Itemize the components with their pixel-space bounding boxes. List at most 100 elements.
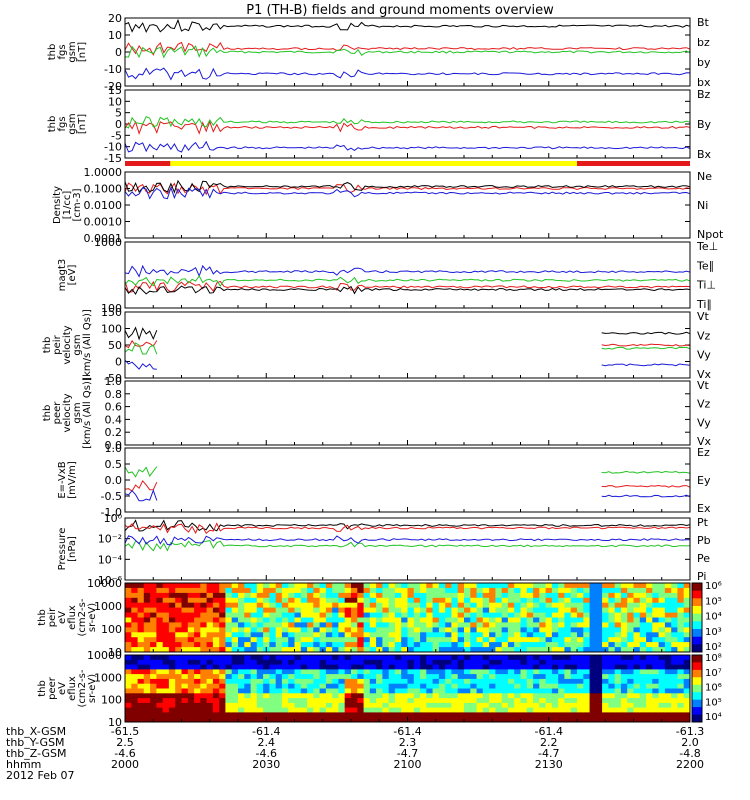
heatmap-cell [501, 669, 509, 675]
heatmap-cell [501, 602, 509, 609]
heatmap-cell [206, 583, 214, 589]
heatmap-cell [131, 669, 139, 675]
heatmap-cell [263, 607, 270, 613]
heatmap-cell [394, 693, 402, 699]
heatmap-cell [633, 627, 641, 633]
heatmap-cell [325, 632, 333, 638]
heatmap-cell [307, 698, 314, 704]
heatmap-cell [388, 587, 396, 594]
y-axis-label-line: eV [57, 611, 68, 624]
heatmap-cell [476, 587, 484, 594]
heatmap-cell [426, 602, 434, 609]
heatmap-cell [200, 659, 208, 666]
heatmap-cell [325, 678, 333, 685]
heatmap-cell [351, 702, 358, 709]
heatmap-cell [595, 707, 603, 713]
heatmap-cell [664, 698, 672, 704]
y-tick-label: 0.0 [105, 474, 123, 487]
y-axis-label-line: [nT] [77, 114, 88, 134]
heatmap-cell [551, 659, 559, 666]
y-axis-label-line: gsm [72, 334, 83, 355]
heatmap-cell [357, 693, 365, 699]
heatmap-cell [577, 707, 584, 713]
heatmap-cell [300, 583, 308, 589]
heatmap-cell [313, 678, 321, 685]
panel-p5: thbpeirvelocitygsm[km/s (All Qs)] 1501005… [42, 306, 712, 385]
heatmap-cell [564, 693, 572, 699]
heatmap-cell [608, 678, 616, 685]
heatmap-cell [275, 678, 283, 685]
heatmap-cell [646, 632, 653, 638]
legend-By: By [697, 118, 712, 131]
heatmap-cell [363, 698, 371, 704]
heatmap-cell [313, 698, 321, 704]
heatmap-cell [489, 617, 496, 623]
heatmap-cell [288, 659, 295, 666]
heatmap-cell [507, 669, 515, 675]
series-Ez-line [124, 480, 158, 492]
heatmap-cell [533, 655, 540, 661]
heatmap-cell [288, 712, 295, 718]
series-Ex-line [124, 489, 158, 502]
heatmap-cell [577, 632, 584, 638]
heatmap-cell [269, 712, 277, 718]
heatmap-cell [482, 688, 490, 694]
y-axis-label-line: Density [52, 186, 63, 224]
heatmap-cell [206, 669, 214, 675]
heatmap-cell [150, 602, 157, 609]
heatmap-cell [369, 655, 377, 661]
heatmap-cell [595, 627, 603, 633]
heatmap-cell [658, 622, 666, 628]
heatmap-cell [225, 602, 233, 609]
heatmap-cell [351, 664, 358, 670]
heatmap-cell [614, 597, 622, 604]
heatmap-cell [269, 642, 277, 648]
heatmap-cell [369, 702, 377, 709]
heatmap-cell [181, 642, 189, 648]
heatmap-cell [614, 659, 622, 666]
heatmap-cell [376, 597, 383, 604]
heatmap-cell [168, 597, 176, 604]
heatmap-cell [288, 627, 295, 633]
heatmap-cell [219, 612, 226, 618]
y-axis-label-line: gsm [72, 402, 83, 423]
heatmap-cell [507, 602, 515, 609]
heatmap-cell [281, 674, 289, 680]
heatmap-cell [652, 659, 660, 666]
heatmap-cell [514, 664, 521, 670]
heatmap-cell [357, 592, 365, 599]
heatmap-cell [338, 659, 346, 666]
heatmap-cell [683, 627, 691, 633]
heatmap-cell [125, 678, 132, 685]
heatmap-cell [388, 642, 396, 648]
heatmap-cell [187, 693, 195, 699]
heatmap-cell [357, 712, 365, 718]
heatmap-cell [219, 717, 226, 723]
heatmap-cell [200, 612, 208, 618]
heatmap-cell [633, 647, 641, 653]
heatmap-cell [181, 707, 189, 713]
series-Vx-line [124, 359, 157, 370]
heatmap-cell [256, 587, 264, 594]
heatmap-cell [351, 655, 358, 661]
heatmap-cell [231, 587, 239, 594]
heatmap-cell [244, 693, 252, 699]
heatmap-cell [357, 617, 365, 623]
heatmap-cell [256, 607, 264, 613]
heatmap-cell [652, 669, 660, 675]
heatmap-cell [457, 587, 465, 594]
heatmap-cell [162, 627, 170, 633]
heatmap-cell [470, 693, 478, 699]
heatmap-cell [551, 698, 559, 704]
heatmap-cell [181, 632, 189, 638]
heatmap-cell [175, 583, 182, 589]
heatmap-cell [313, 583, 321, 589]
heatmap-cell [219, 642, 226, 648]
heatmap-cell [426, 612, 434, 618]
heatmap-cell [256, 664, 264, 670]
heatmap-cell [501, 678, 509, 685]
heatmap-cell [677, 617, 685, 623]
heatmap-cell [212, 683, 220, 689]
heatmap-cell [244, 655, 252, 661]
heatmap-cell [501, 627, 509, 633]
